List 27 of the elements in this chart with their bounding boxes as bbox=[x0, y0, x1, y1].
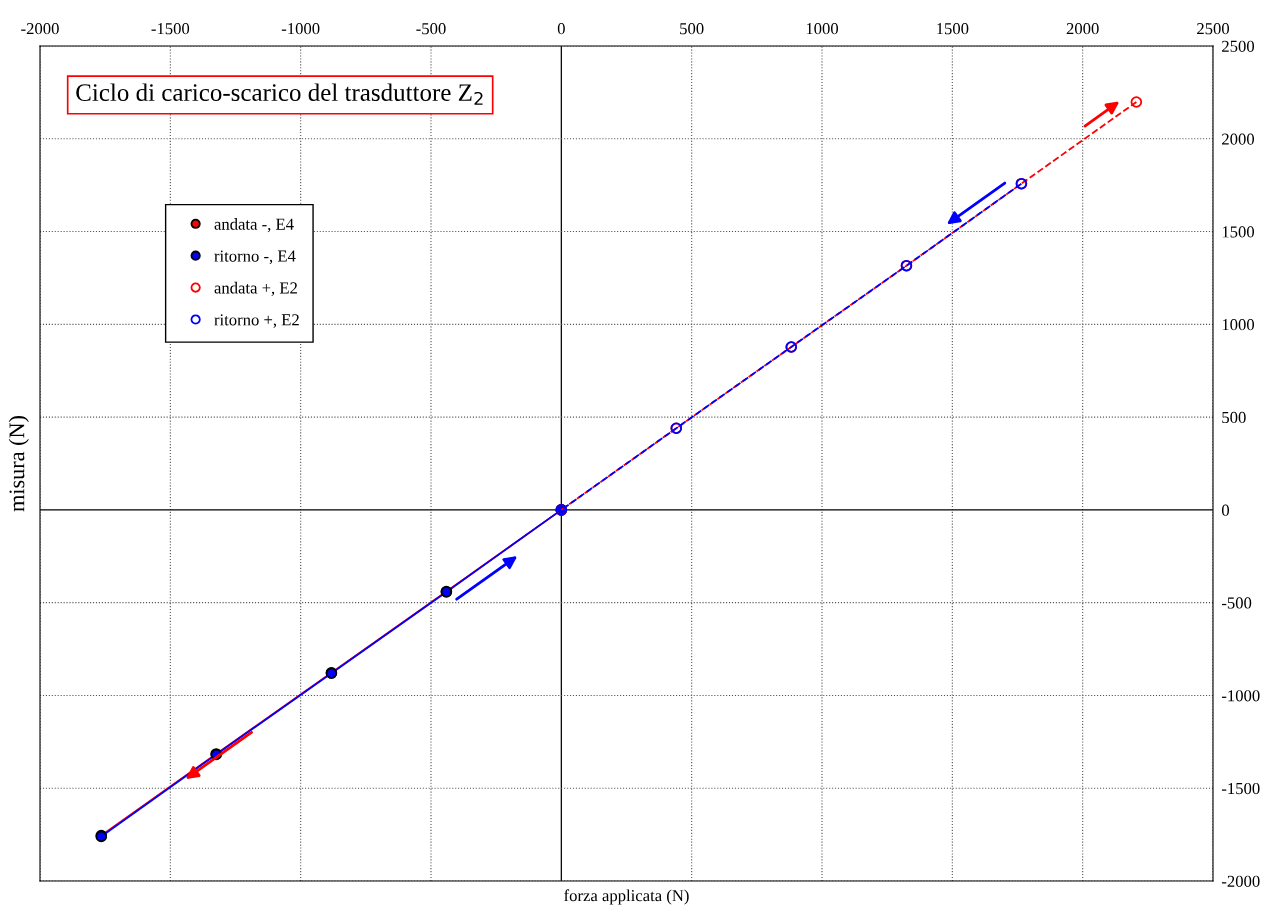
y-tick-label: 2500 bbox=[1222, 40, 1255, 52]
legend-label: ritorno +, E2 bbox=[214, 314, 299, 328]
x-tick-label: -1000 bbox=[281, 23, 320, 35]
x-tick-label: 2500 bbox=[1197, 23, 1230, 35]
y-axis-title: misura (N) bbox=[8, 416, 29, 512]
legend-label: andata +, E2 bbox=[214, 281, 297, 296]
x-tick-label: 1000 bbox=[806, 23, 839, 35]
x-tick-label: -2000 bbox=[21, 23, 59, 35]
y-tick-label: 1500 bbox=[1222, 226, 1255, 238]
y-tick-label: 1000 bbox=[1222, 319, 1255, 331]
x-tick-label: 2000 bbox=[1066, 23, 1099, 35]
y-tick-label: -1500 bbox=[1221, 782, 1260, 795]
y-tick-label: 2000 bbox=[1222, 133, 1255, 145]
x-axis-title: forza applicata (N) bbox=[564, 889, 689, 905]
legend-label: andata -, E4 bbox=[214, 218, 294, 233]
y-tick-label: -1000 bbox=[1221, 690, 1260, 702]
legend-label: ritorno -, E4 bbox=[214, 250, 296, 265]
text: Ciclo di carico-scarico del trasduttore Z$_{2}$ bbox=[76, 83, 483, 105]
x-tick-label: 0 bbox=[557, 23, 565, 35]
y-tick-label: -2000 bbox=[1221, 875, 1260, 887]
y-tick-label: 0 bbox=[1221, 504, 1230, 516]
x-tick-label: 1500 bbox=[937, 23, 969, 35]
y-tick-label: 500 bbox=[1222, 411, 1246, 424]
x-tick-label: -500 bbox=[416, 23, 446, 35]
x-tick-label: -1500 bbox=[151, 23, 190, 35]
x-tick-label: 500 bbox=[680, 23, 704, 35]
y-tick-label: -500 bbox=[1221, 597, 1252, 609]
